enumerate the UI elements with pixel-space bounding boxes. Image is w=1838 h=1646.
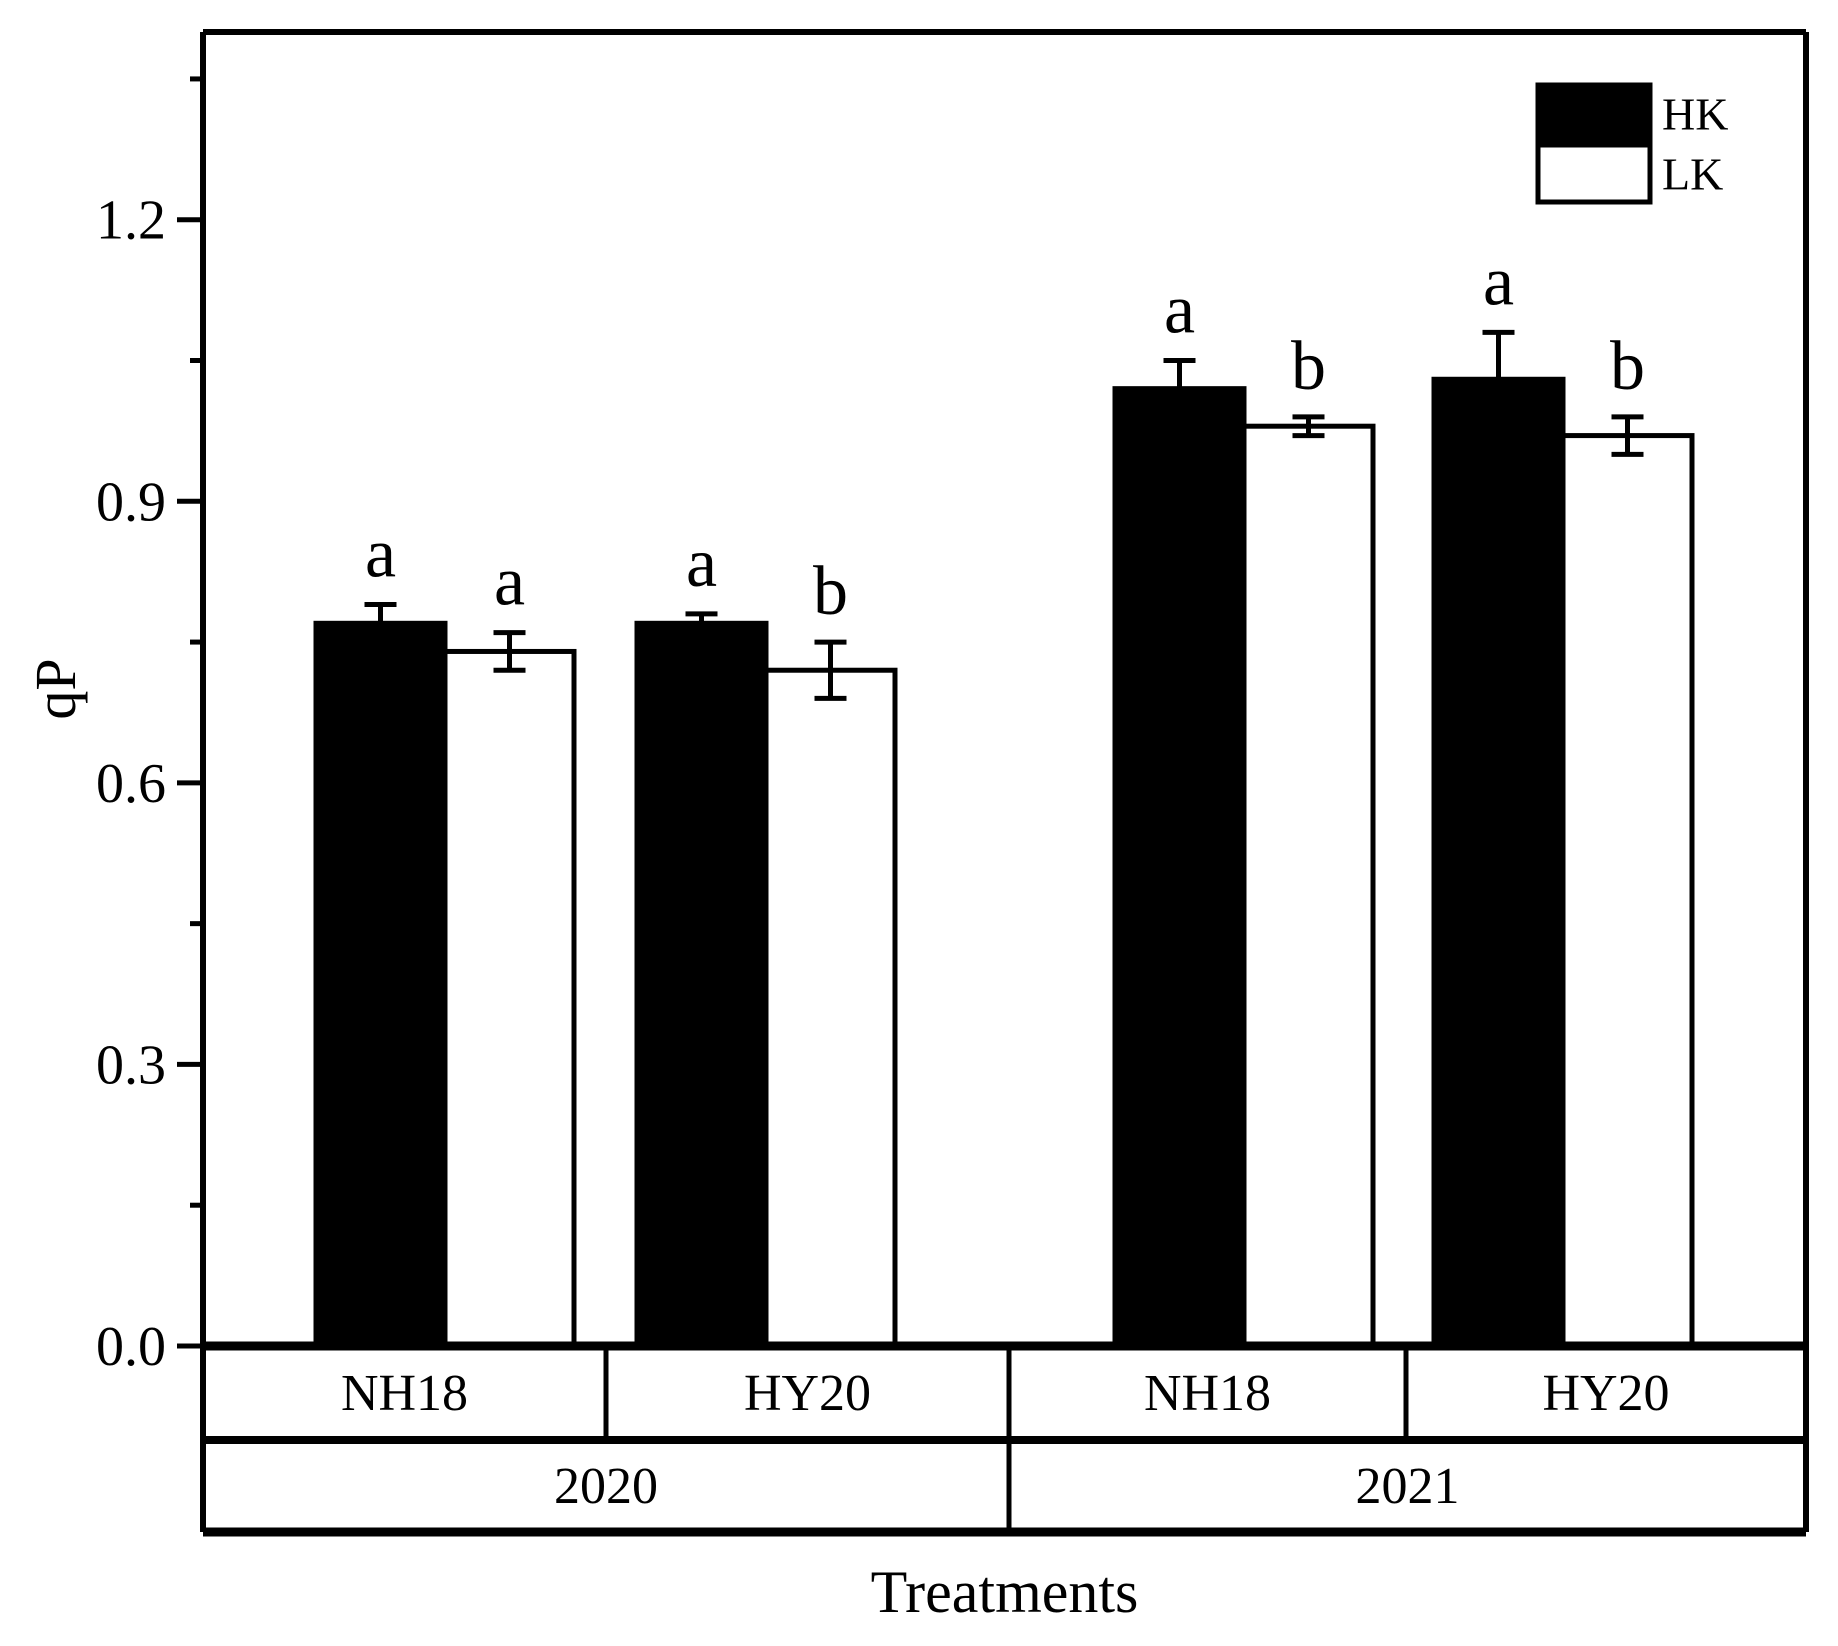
bar-lk-group1 (442, 648, 577, 1349)
y-tick-label: 0.3 (96, 1034, 166, 1096)
year-label: 2020 (554, 1458, 658, 1515)
bar-hk-group2 (634, 620, 769, 1349)
bar-lk-group2 (763, 667, 898, 1349)
y-tick-label: 0.6 (96, 753, 166, 815)
bar-hk-group1 (313, 620, 448, 1349)
sig-letter: b (1291, 328, 1326, 405)
legend-label-hk: HK (1662, 89, 1728, 140)
cultivar-label: HY20 (1542, 1365, 1669, 1422)
sig-letter: b (1610, 328, 1645, 405)
y-tick-label: 0.9 (96, 471, 166, 533)
cultivar-label: HY20 (744, 1365, 871, 1422)
bar-lk-group4 (1560, 433, 1695, 1349)
y-tick-label: 0.0 (96, 1316, 166, 1378)
sig-letter: a (494, 544, 525, 621)
y-tick-label: 1.2 (96, 190, 166, 252)
sig-letter: b (813, 553, 848, 630)
x-axis-title: Treatments (871, 1559, 1139, 1625)
legend-label-lk: LK (1662, 149, 1723, 200)
sig-letter: a (1164, 272, 1195, 349)
sig-letter: a (1483, 243, 1514, 320)
cultivar-label: NH18 (341, 1365, 468, 1422)
sig-letter: a (686, 525, 717, 602)
bar-lk-group3 (1241, 423, 1376, 1349)
sig-letter: a (365, 516, 396, 593)
cultivar-label: NH18 (1144, 1365, 1271, 1422)
legend-swatch-lk (1535, 142, 1653, 205)
legend-swatch-hk (1535, 82, 1653, 145)
bar-hk-group4 (1431, 376, 1566, 1349)
year-label: 2021 (1356, 1458, 1460, 1515)
bar-hk-group3 (1112, 386, 1247, 1349)
y-axis-title: qP (23, 658, 88, 719)
